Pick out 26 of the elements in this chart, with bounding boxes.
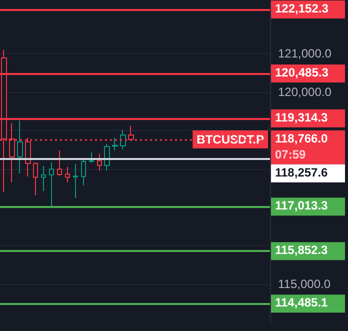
candlestick bbox=[112, 137, 118, 151]
candlestick bbox=[17, 120, 23, 174]
ref-line-label: 114,485.1 bbox=[275, 296, 328, 310]
ref-line-label: 122,152.3 bbox=[275, 2, 329, 16]
candlestick bbox=[49, 162, 54, 208]
y-tick-label: 120,000.0 bbox=[278, 85, 332, 100]
candlestick bbox=[65, 166, 70, 183]
ref-line-label: 120,485.3 bbox=[275, 65, 329, 80]
candlestick bbox=[73, 164, 78, 198]
y-tick-label: 121,000.0 bbox=[278, 46, 332, 61]
candlestick bbox=[33, 162, 38, 196]
y-tick-label: 115,000.0 bbox=[278, 276, 331, 291]
ref-line-label: 115,852.3 bbox=[275, 243, 328, 258]
ref-line-label: 117,013.3 bbox=[275, 198, 328, 213]
text: 07:59 bbox=[275, 147, 306, 162]
candlestick bbox=[57, 150, 62, 176]
candlestick bbox=[104, 143, 110, 172]
ref-line-label: 119,314.3 bbox=[275, 110, 328, 124]
candlestick bbox=[97, 152, 102, 172]
candlestick bbox=[41, 166, 46, 192]
candlestick bbox=[81, 158, 86, 186]
candlestick bbox=[120, 130, 126, 150]
ref-line-label: 118,766.0 bbox=[275, 131, 328, 146]
candlestick bbox=[89, 152, 94, 164]
annotation: BTCUSDT.P bbox=[196, 132, 264, 146]
ref-line-label: 118,257.6 bbox=[275, 165, 328, 180]
